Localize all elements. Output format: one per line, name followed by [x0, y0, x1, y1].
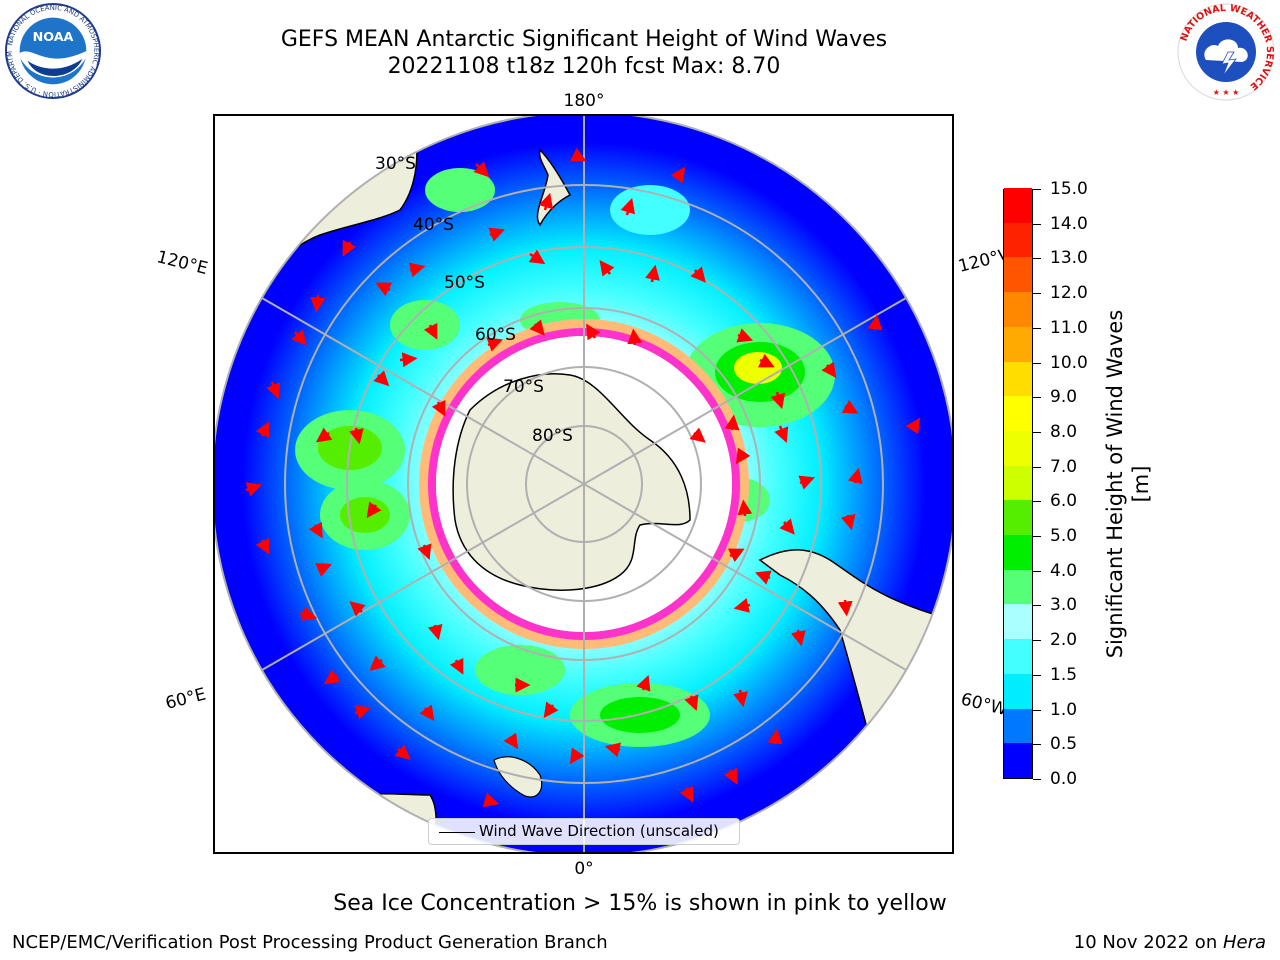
colorbar-title: Significant Height of Wind Waves [m]: [1103, 309, 1153, 659]
chart-title: GEFS MEAN Antarctic Significant Height o…: [280, 27, 888, 52]
colorbar-tick: [1033, 258, 1041, 260]
lon-label-bottom: 0°: [574, 859, 593, 879]
colorbar-tick: [1033, 431, 1041, 433]
graticule: [214, 115, 953, 853]
lon-label-120e: 120°E: [155, 247, 210, 279]
colorbar-tick: [1033, 362, 1041, 364]
colorbar-segment: [1004, 465, 1032, 501]
lat-label: 80°S: [532, 426, 573, 446]
colorbar-segment: [1004, 638, 1032, 674]
colorbar-tick-label: 1.0: [1050, 699, 1078, 720]
colorbar-tick: [1033, 640, 1041, 642]
colorbar-tick-label: 6.0: [1050, 491, 1078, 512]
colorbar-tick-label: 0.5: [1050, 734, 1078, 755]
colorbar-tick: [1033, 674, 1041, 676]
colorbar-tick: [1033, 327, 1041, 329]
map-legend: Wind Wave Direction (unscaled): [428, 818, 740, 845]
colorbar-segment: [1004, 291, 1032, 327]
colorbar-segment: [1004, 187, 1032, 223]
colorbar-segment: [1004, 603, 1032, 640]
noaa-logo: NATIONAL OCEANIC AND ATMOSPHERIC ADMINIS…: [4, 2, 102, 100]
colorbar-tick: [1033, 744, 1041, 746]
chart-subtitle: 20221108 t18z 120h fcst Max: 8.70: [387, 54, 781, 79]
colorbar-segment: [1004, 361, 1032, 397]
lon-label-top: 180°: [564, 91, 605, 111]
colorbar-tick: [1033, 709, 1041, 711]
sea-ice-note: Sea Ice Concentration > 15% is shown in …: [333, 891, 947, 916]
colorbar-segment: [1004, 430, 1032, 466]
colorbar-tick-label: 2.0: [1050, 630, 1078, 651]
legend-line-icon: [439, 832, 475, 833]
colorbar-tick-label: 14.0: [1050, 213, 1088, 234]
lat-label: 40°S: [413, 215, 454, 235]
lat-label: 70°S: [503, 377, 544, 397]
colorbar-segment: [1004, 256, 1032, 293]
date-prefix: 10 Nov 2022 on: [1073, 932, 1223, 953]
colorbar-tick: [1033, 779, 1041, 780]
colorbar-segment: [1004, 534, 1032, 570]
svg-text:★ ★ ★: ★ ★ ★: [1213, 88, 1240, 97]
nws-logo: NATIONAL WEATHER SERVICE ★ ★ ★: [1177, 3, 1275, 101]
colorbar-tick: [1033, 605, 1041, 607]
colorbar-tick-label: 11.0: [1050, 317, 1088, 338]
colorbar-tick-label: 12.0: [1050, 283, 1088, 304]
wind-wave-arrows: [245, 147, 921, 808]
colorbar-tick: [1033, 223, 1041, 225]
colorbar-tick: [1033, 466, 1041, 468]
colorbar-tick-label: 1.5: [1050, 664, 1078, 685]
colorbar-tick: [1033, 397, 1041, 399]
colorbar-tick-label: 10.0: [1050, 352, 1088, 373]
map-frame: [213, 114, 954, 854]
legend-label: Wind Wave Direction (unscaled): [479, 822, 719, 840]
colorbar-tick-label: 9.0: [1050, 387, 1078, 408]
madagascar-land: [493, 756, 543, 798]
colorbar-tick: [1033, 501, 1041, 503]
colorbar-tick-label: 13.0: [1050, 248, 1088, 269]
colorbar-tick: [1033, 293, 1041, 295]
colorbar-tick-label: 3.0: [1050, 595, 1078, 616]
colorbar: [1003, 187, 1033, 779]
colorbar-segment: [1004, 395, 1032, 431]
colorbar-segment: [1004, 708, 1032, 744]
colorbar-tick-label: 15.0: [1050, 179, 1088, 199]
colorbar-segment: [1004, 673, 1032, 709]
lon-label-60e: 60°E: [164, 685, 208, 714]
colorbar-tick: [1033, 536, 1041, 538]
colorbar-tick: [1033, 189, 1041, 190]
machine-name: Hera: [1222, 932, 1266, 953]
colorbar-segment: [1004, 742, 1032, 778]
colorbar-tick-label: 8.0: [1050, 421, 1078, 442]
lon-label-60w: 60°W: [959, 689, 1010, 720]
colorbar-tick-label: 4.0: [1050, 560, 1078, 581]
noaa-logo-text: NOAA: [33, 30, 74, 45]
colorbar-segment: [1004, 499, 1032, 536]
lat-label: 60°S: [475, 325, 516, 345]
lat-label: 50°S: [444, 273, 485, 293]
colorbar-tick-label: 0.0: [1050, 769, 1078, 789]
colorbar-segment: [1004, 222, 1032, 258]
date-text: 10 Nov 2022 on Hera: [1074, 932, 1266, 953]
colorbar-tick-label: 7.0: [1050, 456, 1078, 477]
colorbar-segment: [1004, 326, 1032, 362]
colorbar-segment: [1004, 569, 1032, 605]
colorbar-tick: [1033, 570, 1041, 572]
antarctica-land: [452, 373, 691, 591]
credit-text: NCEP/EMC/Verification Post Processing Pr…: [12, 932, 608, 953]
lat-label: 30°S: [375, 154, 416, 174]
colorbar-tick-label: 5.0: [1050, 526, 1078, 547]
